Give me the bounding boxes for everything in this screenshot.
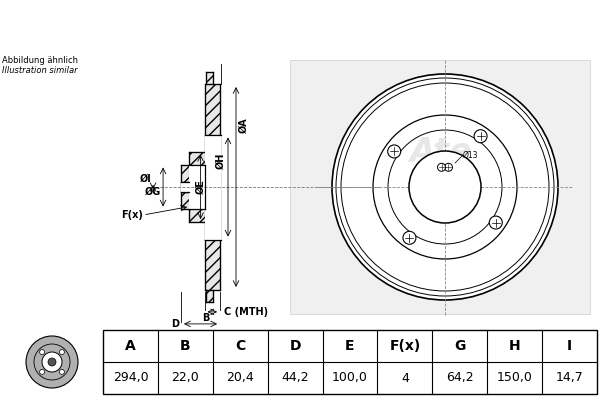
Text: ØI: ØI xyxy=(139,174,151,184)
Text: C (MTH): C (MTH) xyxy=(224,307,268,317)
Text: H: H xyxy=(509,339,520,353)
Text: 14,7: 14,7 xyxy=(556,372,583,384)
Circle shape xyxy=(59,369,64,374)
Text: B: B xyxy=(202,313,209,323)
Text: ØA: ØA xyxy=(239,118,249,133)
Text: 422244: 422244 xyxy=(389,15,476,35)
Text: I: I xyxy=(567,339,572,353)
Text: Ø13: Ø13 xyxy=(463,150,479,160)
Bar xyxy=(189,210,205,222)
Text: D: D xyxy=(289,339,301,353)
Text: ØH: ØH xyxy=(216,152,226,169)
Circle shape xyxy=(40,369,44,374)
Text: B: B xyxy=(180,339,191,353)
Text: 24.0122-0244.1: 24.0122-0244.1 xyxy=(136,15,320,35)
Bar xyxy=(189,164,206,210)
Bar xyxy=(181,182,197,192)
Circle shape xyxy=(40,350,44,355)
Circle shape xyxy=(26,336,78,388)
Text: ØG: ØG xyxy=(145,187,161,197)
Text: 64,2: 64,2 xyxy=(446,372,473,384)
Bar xyxy=(181,164,189,182)
Bar xyxy=(206,290,213,302)
Bar xyxy=(205,84,220,134)
Text: 100,0: 100,0 xyxy=(332,372,368,384)
Bar xyxy=(181,192,189,210)
Circle shape xyxy=(403,231,416,244)
Text: G: G xyxy=(454,339,466,353)
Text: C: C xyxy=(235,339,245,353)
Bar xyxy=(189,152,205,164)
Circle shape xyxy=(489,216,502,229)
Text: A: A xyxy=(125,339,136,353)
Bar xyxy=(290,60,590,314)
Text: 4: 4 xyxy=(401,372,409,384)
Circle shape xyxy=(42,352,62,372)
Text: F(x): F(x) xyxy=(389,339,421,353)
Text: 44,2: 44,2 xyxy=(281,372,309,384)
Bar xyxy=(206,72,213,84)
Bar xyxy=(205,134,221,240)
Bar xyxy=(181,182,190,192)
Circle shape xyxy=(388,145,401,158)
Text: 150,0: 150,0 xyxy=(497,372,533,384)
Text: Illustration similar: Illustration similar xyxy=(2,66,77,75)
Bar xyxy=(103,330,597,394)
Text: ØE: ØE xyxy=(196,180,206,194)
Circle shape xyxy=(445,163,452,171)
Text: 294,0: 294,0 xyxy=(113,372,148,384)
Circle shape xyxy=(332,74,558,300)
Text: Ate: Ate xyxy=(409,136,472,168)
Text: 20,4: 20,4 xyxy=(226,372,254,384)
Text: Abbildung ähnlich: Abbildung ähnlich xyxy=(2,56,78,65)
Text: F(x): F(x) xyxy=(121,210,143,220)
Text: D: D xyxy=(171,319,179,329)
Circle shape xyxy=(59,350,64,355)
Text: E: E xyxy=(345,339,355,353)
Circle shape xyxy=(437,163,446,171)
Bar xyxy=(205,240,220,290)
Circle shape xyxy=(474,130,487,143)
Circle shape xyxy=(409,151,481,223)
Text: 22,0: 22,0 xyxy=(172,372,199,384)
Circle shape xyxy=(48,358,56,366)
